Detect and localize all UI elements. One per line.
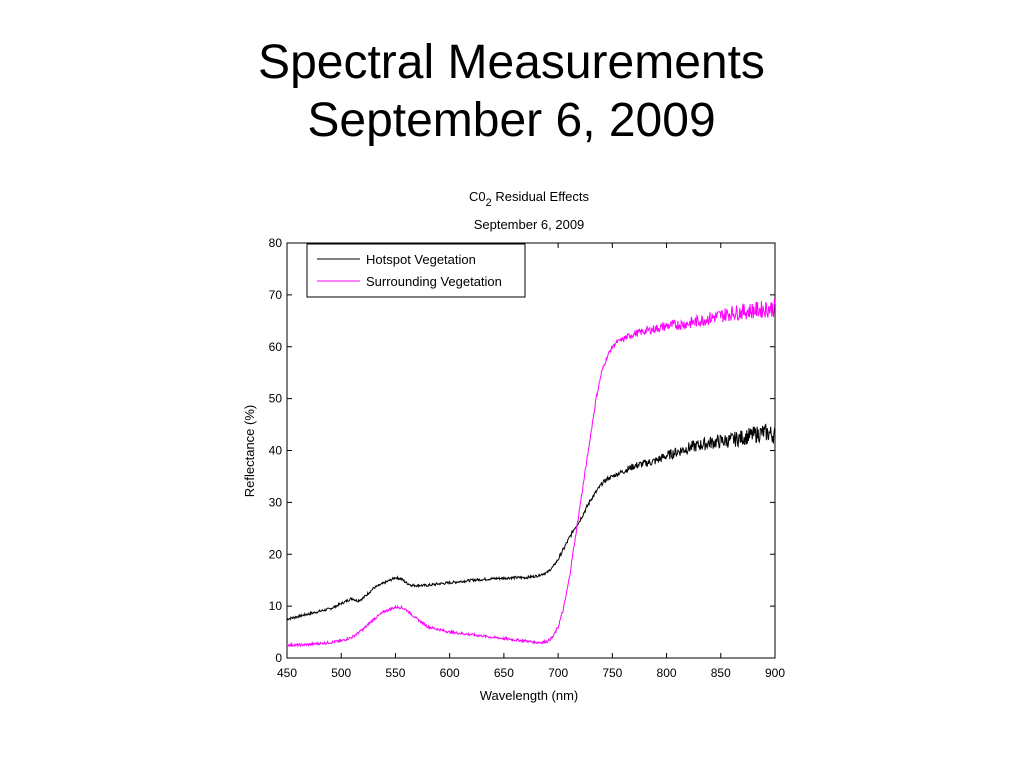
x-tick-label: 800 [657, 666, 677, 680]
y-tick-label: 40 [269, 444, 283, 458]
chart-title-main: C0 [469, 189, 486, 204]
x-tick-label: 600 [440, 666, 460, 680]
slide-title: Spectral Measurements September 6, 2009 [0, 34, 1023, 150]
chart-title: C02 Residual Effects [469, 189, 590, 209]
y-tick-label: 20 [269, 547, 283, 561]
legend-box [306, 243, 526, 298]
series-line-hotspot [286, 423, 776, 621]
chart-subtitle: September 6, 2009 [474, 217, 585, 232]
x-tick-label: 650 [494, 666, 514, 680]
y-tick-label: 80 [269, 236, 283, 250]
y-axis-label: Reflectance (%) [242, 405, 257, 497]
axes-box [286, 242, 776, 659]
y-tick-label: 60 [269, 340, 283, 354]
series-line-surrounding [286, 298, 776, 648]
x-tick-label: 500 [331, 666, 351, 680]
legend-label: Hotspot Vegetation [366, 252, 476, 267]
x-tick-label: 900 [765, 666, 785, 680]
y-tick-label: 70 [269, 288, 283, 302]
chart-title-suffix: Residual Effects [492, 189, 590, 204]
x-tick-label: 750 [602, 666, 622, 680]
y-tick-label: 0 [275, 651, 282, 665]
x-tick-label: 450 [277, 666, 297, 680]
legend-label: Surrounding Vegetation [366, 274, 502, 289]
y-tick-label: 50 [269, 392, 283, 406]
y-tick-label: 30 [269, 495, 283, 509]
slide-title-line2: September 6, 2009 [307, 94, 716, 147]
y-tick-label: 10 [269, 599, 283, 613]
slide-title-line1: Spectral Measurements [258, 36, 765, 89]
x-tick-label: 700 [548, 666, 568, 680]
x-tick-label: 850 [711, 666, 731, 680]
x-axis-label: Wavelength (nm) [480, 688, 579, 703]
plot-area: 450 500 550 600 650 700 750 800 850 900 0 10 20 30 40 5… [269, 236, 786, 680]
chart-title-subscript: 2 [486, 197, 492, 209]
x-tick-label: 550 [385, 666, 405, 680]
legend: Hotspot Vegetation Surrounding Vegetation [306, 243, 526, 298]
